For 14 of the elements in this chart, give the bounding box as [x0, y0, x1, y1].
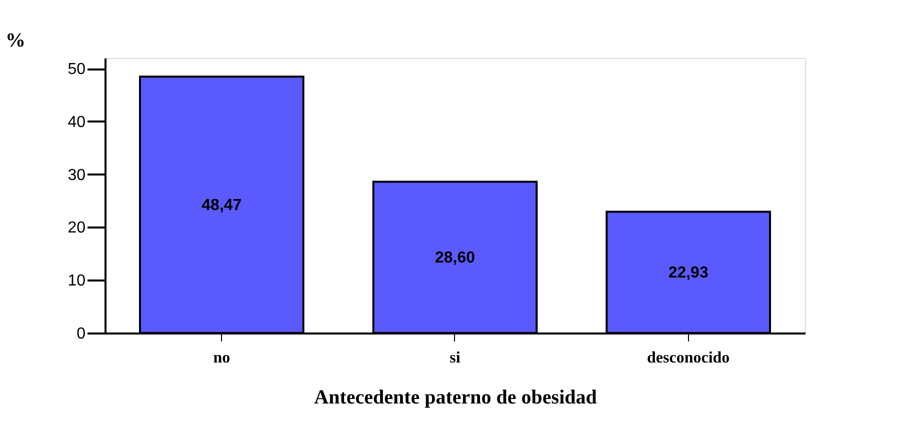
y-tick-label: 40 — [68, 114, 86, 131]
data-label: 22,93 — [668, 264, 708, 282]
x-tick-label: si — [450, 350, 461, 366]
data-label: 28,60 — [434, 249, 476, 266]
data-label: 48,47 — [202, 196, 242, 214]
y-axis-title: % — [6, 30, 26, 52]
y-tick-label: 0 — [76, 326, 86, 342]
x-tick-label: desconocido — [646, 350, 730, 366]
x-tick-label: no — [213, 350, 230, 366]
y-tick-label: 10 — [68, 272, 86, 290]
y-tick-label: 20 — [68, 220, 86, 237]
y-tick-label: 50 — [68, 61, 86, 78]
y-tick-label: 30 — [68, 166, 86, 184]
x-axis-title: Antecedente paterno de obesidad — [314, 386, 597, 408]
